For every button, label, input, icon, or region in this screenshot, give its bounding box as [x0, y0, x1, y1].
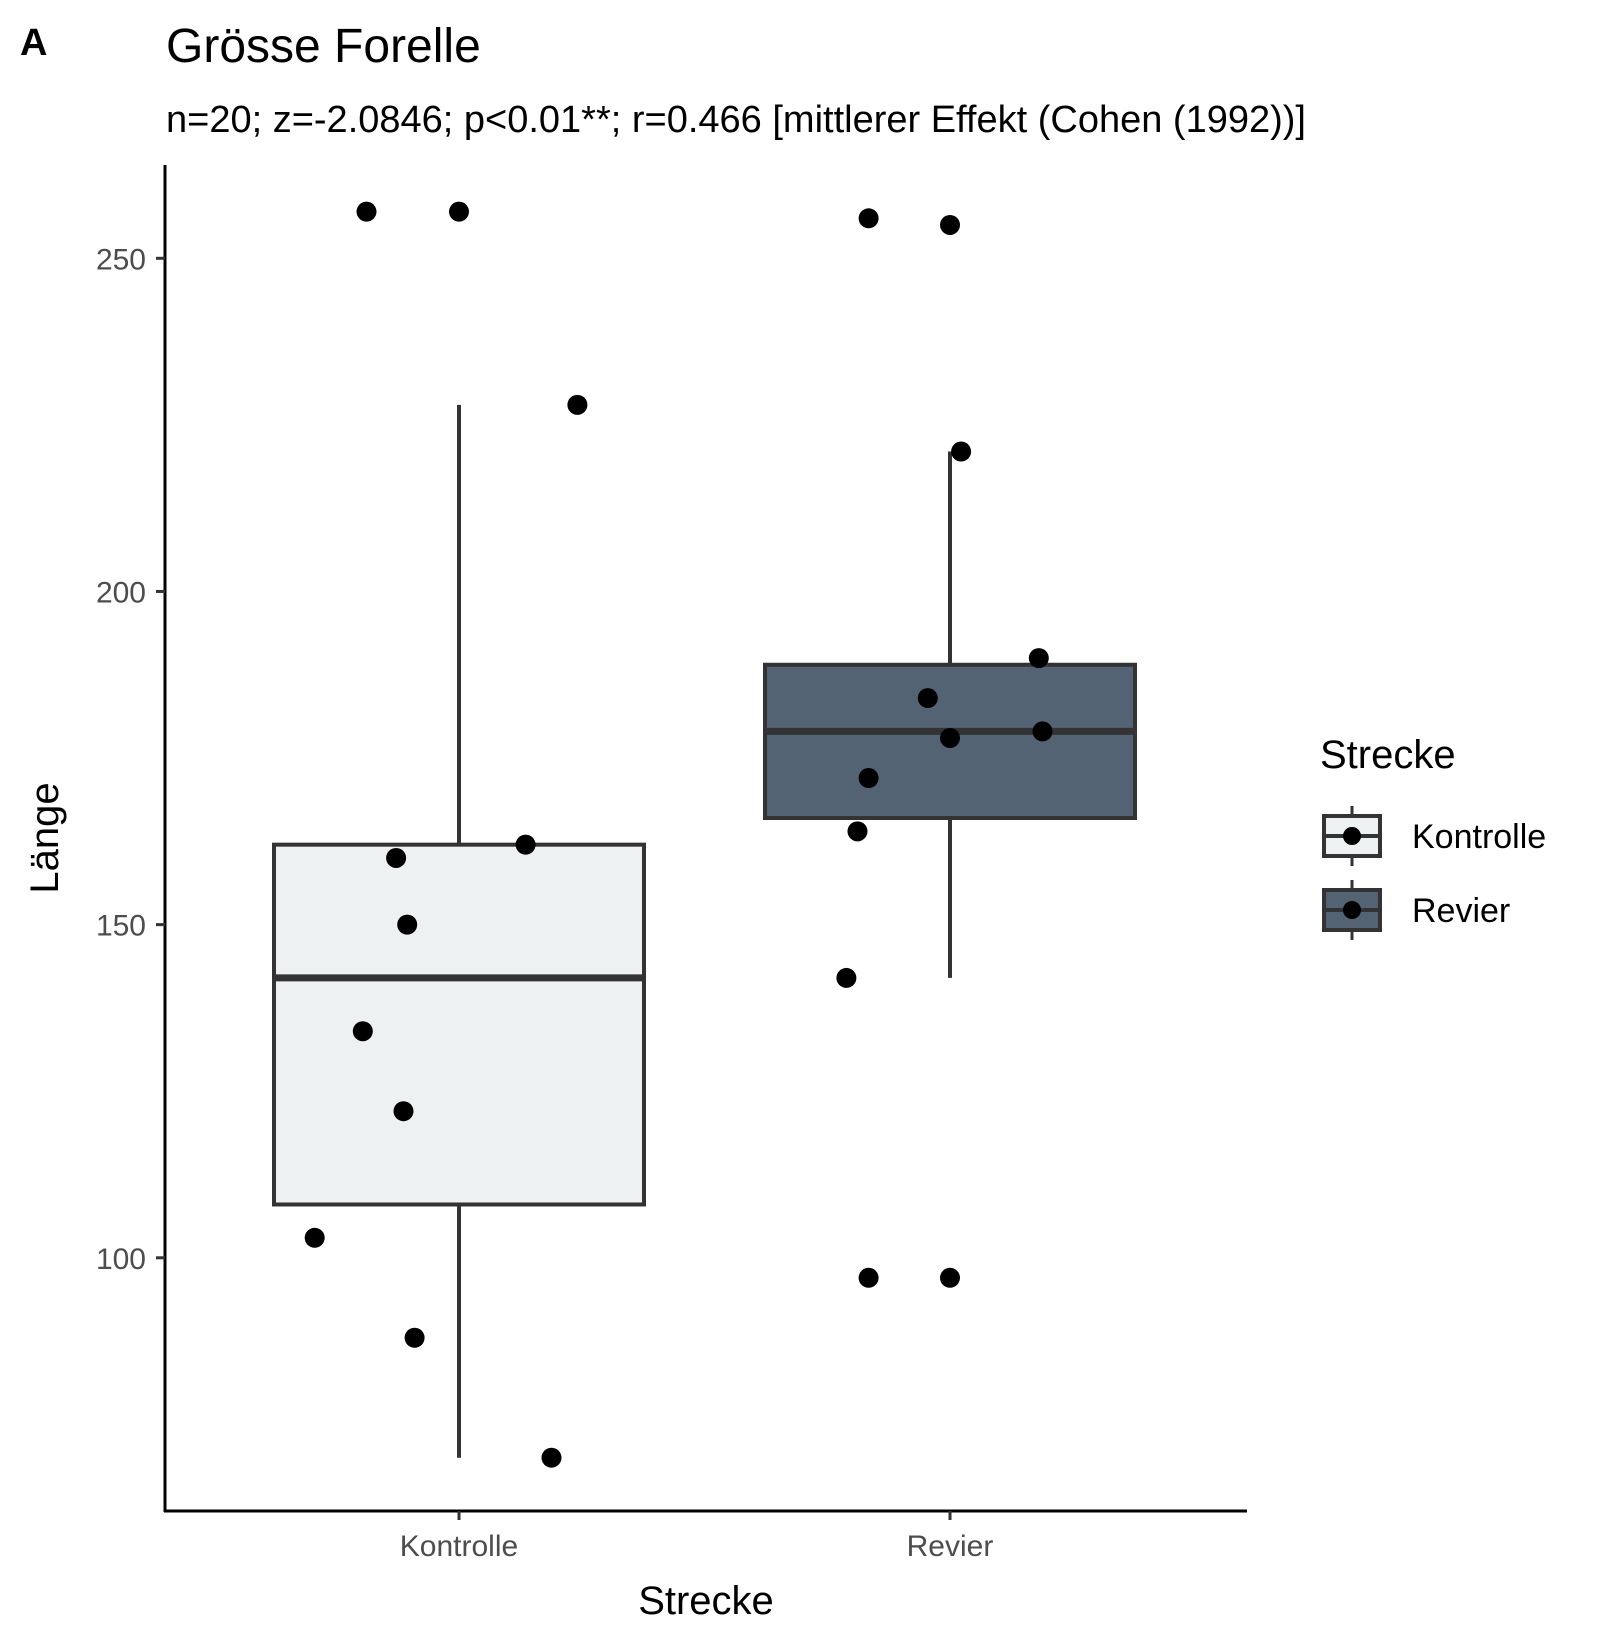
legend-key-point-kontrolle [1343, 827, 1361, 845]
plot-area [272, 201, 1137, 1468]
legend-title: Strecke [1320, 733, 1456, 777]
y-tick-label-250: 250 [96, 243, 146, 276]
legend-key-kontrolle [1322, 806, 1382, 866]
chart-title: Grösse Forelle [166, 20, 481, 73]
y-axis: 100 150 200 250 [96, 243, 165, 1276]
y-tick-label-200: 200 [96, 576, 146, 609]
legend-key-revier [1322, 880, 1382, 940]
y-tick-label-150: 150 [96, 910, 146, 943]
data-point-revier-10 [836, 967, 857, 988]
chart-subtitle: n=20; z=-2.0846; p<0.01**; r=0.466 [mitt… [166, 99, 1306, 141]
legend: Strecke Kontrolle Revier [1320, 733, 1546, 940]
data-point-revier-11 [858, 1267, 879, 1288]
data-point-revier-6 [1032, 721, 1053, 742]
data-point-kontrolle-2 [449, 201, 469, 222]
data-point-revier-12 [940, 1267, 960, 1288]
box-kontrolle [272, 842, 646, 1207]
x-axis-title: Strecke [638, 1579, 774, 1623]
data-point-kontrolle-7 [352, 1021, 373, 1042]
data-point-revier-2 [940, 214, 960, 235]
data-point-revier-8 [858, 768, 879, 789]
data-point-kontrolle-4 [515, 834, 536, 855]
x-tick-label-revier: Revier [907, 1530, 994, 1563]
x-axis: Kontrolle Revier [400, 1511, 994, 1563]
data-point-kontrolle-10 [404, 1327, 425, 1348]
data-point-kontrolle-9 [304, 1227, 325, 1248]
data-point-revier-7 [940, 728, 960, 749]
data-point-kontrolle-8 [393, 1101, 414, 1122]
data-point-kontrolle-6 [397, 914, 418, 935]
data-point-revier-3 [951, 441, 972, 462]
legend-key-point-revier [1343, 901, 1361, 919]
data-point-revier-4 [1028, 648, 1049, 669]
y-tick-label-100: 100 [96, 1243, 146, 1276]
legend-label-revier: Revier [1412, 892, 1510, 930]
legend-label-kontrolle: Kontrolle [1412, 818, 1546, 856]
y-axis-title: Länge [23, 782, 67, 893]
data-point-revier-9 [847, 821, 868, 842]
data-point-revier-1 [858, 208, 879, 229]
data-point-kontrolle-5 [386, 847, 407, 868]
data-point-kontrolle-11 [541, 1447, 562, 1468]
data-point-kontrolle-3 [567, 394, 588, 415]
panel-tag: A [20, 22, 47, 64]
data-point-kontrolle-1 [356, 201, 377, 222]
x-tick-label-kontrolle: Kontrolle [400, 1530, 518, 1563]
data-point-revier-5 [917, 688, 938, 709]
